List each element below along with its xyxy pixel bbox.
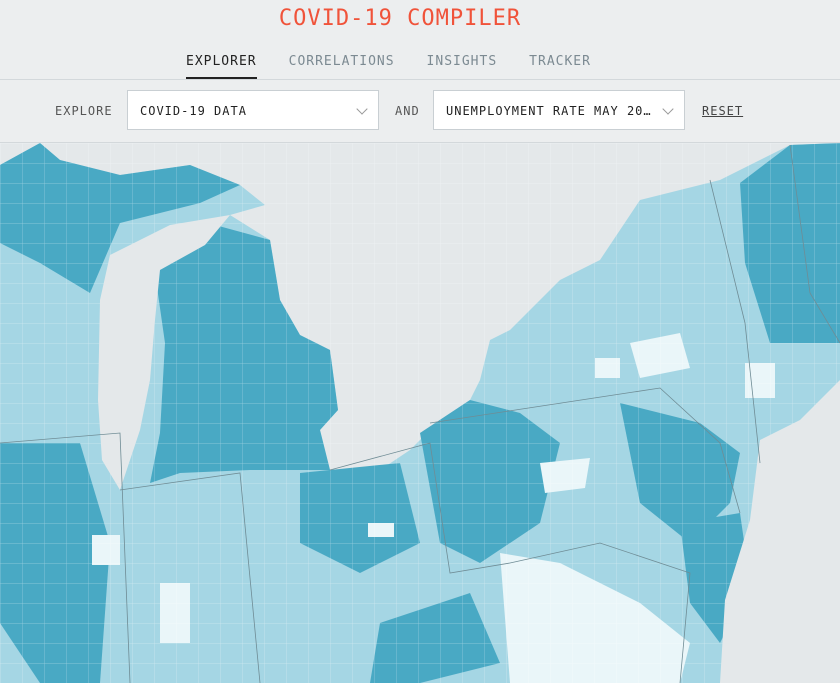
tab-bar: EXPLORER CORRELATIONS INSIGHTS TRACKER	[186, 54, 591, 79]
tab[interactable]: EXPLORER	[186, 54, 257, 79]
tab[interactable]: INSIGHTS	[426, 54, 498, 69]
map	[0, 143, 840, 683]
lake-michigan	[98, 215, 230, 490]
reset-link[interactable]: RESET	[702, 104, 744, 118]
dropdown[interactable]: COVID-19 DATA	[127, 90, 379, 130]
app-title: COVID-19 COMPILER	[278, 6, 522, 31]
tab[interactable]: TRACKER	[529, 54, 591, 69]
dropdown[interactable]: UNEMPLOYMENT RATE MAY 20…	[433, 90, 685, 130]
conjunction: AND	[395, 104, 420, 118]
tab[interactable]: CORRELATIONS	[288, 54, 395, 69]
state-borders	[0, 144, 840, 683]
atlantic	[720, 380, 840, 683]
divider	[0, 142, 840, 143]
divider	[0, 79, 840, 80]
explore-label: EXPLORE	[55, 104, 113, 118]
